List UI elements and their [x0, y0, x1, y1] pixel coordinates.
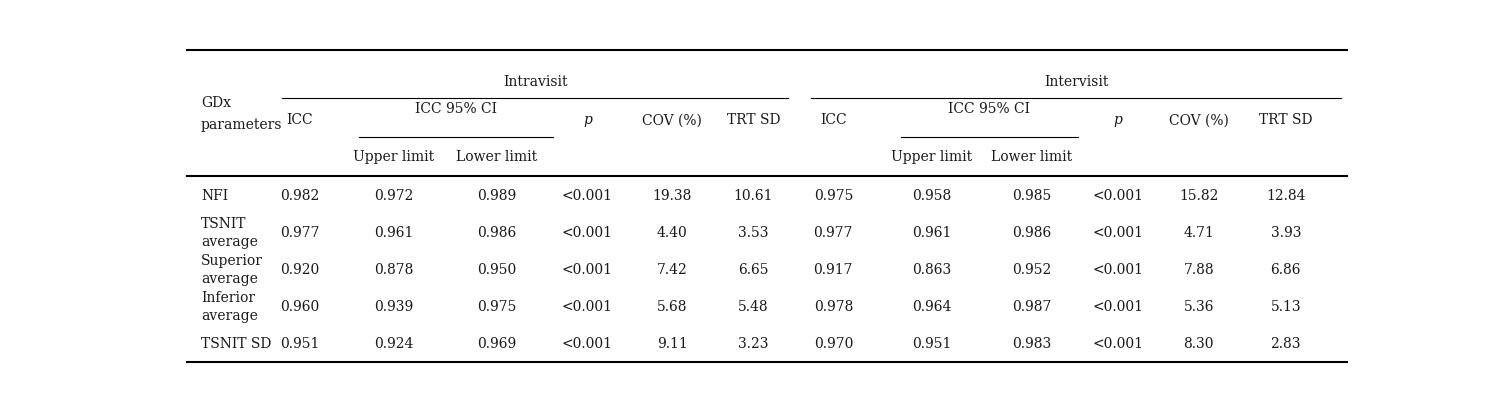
Text: GDx: GDx [201, 96, 231, 110]
Text: 5.36: 5.36 [1184, 299, 1214, 313]
Text: 0.989: 0.989 [478, 188, 516, 202]
Text: 3.53: 3.53 [738, 225, 768, 239]
Text: ICC: ICC [286, 113, 313, 127]
Text: Superior: Superior [201, 254, 263, 267]
Text: TRT SD: TRT SD [726, 113, 780, 127]
Text: 0.985: 0.985 [1012, 188, 1051, 202]
Text: 10.61: 10.61 [734, 188, 772, 202]
Text: <0.001: <0.001 [561, 299, 612, 313]
Text: Lower limit: Lower limit [991, 150, 1072, 164]
Text: Upper limit: Upper limit [891, 150, 973, 164]
Text: 0.952: 0.952 [1012, 262, 1051, 276]
Text: 0.964: 0.964 [912, 299, 952, 313]
Text: average: average [201, 234, 257, 248]
Text: 5.13: 5.13 [1271, 299, 1301, 313]
Text: 6.86: 6.86 [1271, 262, 1301, 276]
Text: Inferior: Inferior [201, 290, 254, 304]
Text: 0.961: 0.961 [912, 225, 952, 239]
Text: 0.970: 0.970 [814, 336, 853, 350]
Text: ICC: ICC [820, 113, 847, 127]
Text: 0.987: 0.987 [1012, 299, 1051, 313]
Text: Upper limit: Upper limit [353, 150, 434, 164]
Text: 0.972: 0.972 [374, 188, 413, 202]
Text: ICC 95% CI: ICC 95% CI [949, 102, 1030, 116]
Text: 0.983: 0.983 [1012, 336, 1051, 350]
Text: <0.001: <0.001 [561, 336, 612, 350]
Text: 5.48: 5.48 [738, 299, 768, 313]
Text: 4.40: 4.40 [657, 225, 687, 239]
Text: Intravisit: Intravisit [503, 75, 567, 89]
Text: 12.84: 12.84 [1266, 188, 1305, 202]
Text: ICC 95% CI: ICC 95% CI [415, 102, 497, 116]
Text: 0.951: 0.951 [912, 336, 952, 350]
Text: COV (%): COV (%) [1169, 113, 1229, 127]
Text: p: p [1114, 113, 1123, 127]
Text: 6.65: 6.65 [738, 262, 768, 276]
Text: COV (%): COV (%) [642, 113, 702, 127]
Text: 19.38: 19.38 [653, 188, 692, 202]
Text: <0.001: <0.001 [1093, 225, 1144, 239]
Text: 0.969: 0.969 [478, 336, 516, 350]
Text: 15.82: 15.82 [1180, 188, 1219, 202]
Text: 0.977: 0.977 [280, 225, 319, 239]
Text: 0.960: 0.960 [280, 299, 319, 313]
Text: Intervisit: Intervisit [1045, 75, 1109, 89]
Text: TRT SD: TRT SD [1259, 113, 1313, 127]
Text: 3.23: 3.23 [738, 336, 768, 350]
Text: 0.977: 0.977 [813, 225, 853, 239]
Text: 0.939: 0.939 [374, 299, 413, 313]
Text: 7.42: 7.42 [657, 262, 687, 276]
Text: 0.975: 0.975 [814, 188, 853, 202]
Text: 0.961: 0.961 [374, 225, 413, 239]
Text: 3.93: 3.93 [1271, 225, 1301, 239]
Text: 0.917: 0.917 [813, 262, 853, 276]
Text: 9.11: 9.11 [657, 336, 687, 350]
Text: 0.878: 0.878 [374, 262, 413, 276]
Text: 7.88: 7.88 [1184, 262, 1214, 276]
Text: 4.71: 4.71 [1183, 225, 1214, 239]
Text: NFI: NFI [201, 188, 228, 202]
Text: 5.68: 5.68 [657, 299, 687, 313]
Text: <0.001: <0.001 [1093, 299, 1144, 313]
Text: TSNIT: TSNIT [201, 216, 247, 230]
Text: 0.920: 0.920 [280, 262, 319, 276]
Text: 0.982: 0.982 [280, 188, 319, 202]
Text: <0.001: <0.001 [561, 188, 612, 202]
Text: Lower limit: Lower limit [457, 150, 537, 164]
Text: <0.001: <0.001 [1093, 188, 1144, 202]
Text: 0.958: 0.958 [912, 188, 952, 202]
Text: average: average [201, 308, 257, 322]
Text: 0.986: 0.986 [1012, 225, 1051, 239]
Text: 0.978: 0.978 [814, 299, 853, 313]
Text: 0.950: 0.950 [478, 262, 516, 276]
Text: 0.863: 0.863 [912, 262, 952, 276]
Text: average: average [201, 271, 257, 285]
Text: <0.001: <0.001 [561, 262, 612, 276]
Text: <0.001: <0.001 [561, 225, 612, 239]
Text: 8.30: 8.30 [1184, 336, 1214, 350]
Text: <0.001: <0.001 [1093, 262, 1144, 276]
Text: TSNIT SD: TSNIT SD [201, 336, 271, 350]
Text: 0.951: 0.951 [280, 336, 319, 350]
Text: 2.83: 2.83 [1271, 336, 1301, 350]
Text: 0.975: 0.975 [478, 299, 516, 313]
Text: 0.986: 0.986 [478, 225, 516, 239]
Text: p: p [582, 113, 591, 127]
Text: <0.001: <0.001 [1093, 336, 1144, 350]
Text: 0.924: 0.924 [374, 336, 413, 350]
Text: parameters: parameters [201, 118, 283, 132]
